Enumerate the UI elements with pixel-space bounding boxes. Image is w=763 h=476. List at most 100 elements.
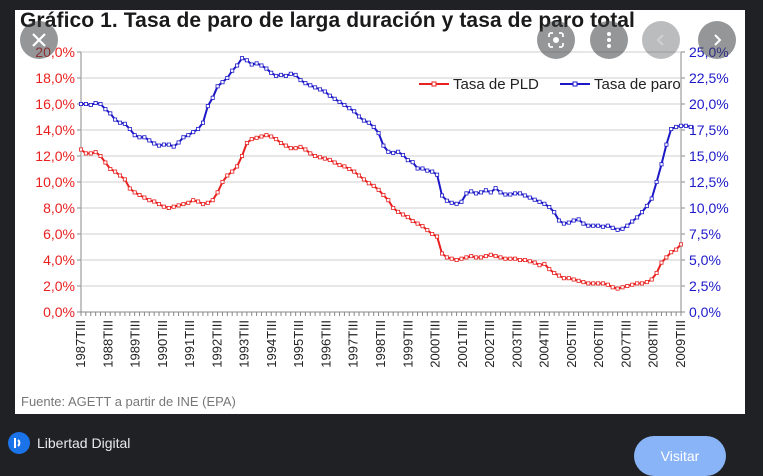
series-point — [576, 278, 581, 283]
series-point — [327, 157, 332, 162]
x-tick-label: 2008TIII — [646, 320, 661, 368]
series-point — [79, 102, 84, 107]
next-image-button[interactable] — [698, 21, 736, 59]
series-point — [293, 72, 298, 77]
previous-image-button[interactable] — [642, 21, 680, 59]
series-point — [400, 212, 405, 217]
series-point — [239, 153, 244, 158]
series-point — [571, 218, 576, 223]
google-lens-icon — [548, 32, 564, 48]
series-point — [474, 255, 479, 260]
series-point — [156, 143, 161, 148]
source-site-name[interactable]: Libertad Digital — [37, 435, 131, 451]
series-point — [625, 223, 630, 228]
series-point — [415, 221, 420, 226]
series-point — [352, 109, 357, 114]
series-point — [527, 195, 532, 200]
series-point — [278, 140, 283, 145]
series-point — [215, 84, 220, 89]
series-point — [200, 120, 205, 125]
series-point — [317, 87, 322, 92]
series-point — [347, 166, 352, 171]
series-point — [420, 166, 425, 171]
x-tick-label: 1995TIII — [291, 320, 306, 368]
x-tick-label: 2000TIII — [428, 320, 443, 368]
series-point — [274, 137, 279, 142]
series-point — [147, 138, 152, 143]
x-tick-label: 2006TIII — [591, 320, 606, 368]
source-footer: Libertad Digital Visitar — [0, 414, 763, 476]
series-point — [439, 193, 444, 198]
more-options-button[interactable] — [590, 21, 628, 59]
series-point — [235, 164, 240, 169]
series-point — [88, 103, 93, 108]
right-tick-label: 20,0% — [689, 96, 729, 112]
series-point — [547, 267, 552, 272]
series-point — [274, 73, 279, 78]
series-point — [303, 147, 308, 152]
series-point — [283, 143, 288, 148]
series-point — [127, 127, 132, 132]
series-point — [142, 195, 147, 200]
left-tick-label: 4,0% — [43, 252, 75, 268]
series-point — [571, 277, 576, 282]
series-point — [259, 63, 264, 68]
x-tick-label: 1993TIII — [237, 320, 252, 368]
series-point — [659, 162, 664, 167]
series-point — [391, 150, 396, 155]
chart-title: Gráfico 1. Tasa de paro de larga duració… — [20, 10, 635, 32]
series-point — [561, 276, 566, 281]
series-point — [630, 282, 635, 287]
series-point — [435, 172, 440, 177]
source-note: Fuente: AGETT a partir de INE (EPA) — [21, 394, 236, 409]
series-point — [356, 114, 361, 119]
series-point — [376, 187, 381, 192]
series-point — [669, 250, 674, 255]
series-point — [308, 151, 313, 156]
right-tick-label: 0,0% — [689, 304, 721, 320]
series-point — [191, 130, 196, 135]
series-point — [517, 257, 522, 262]
close-button[interactable] — [20, 21, 58, 59]
series-point — [635, 215, 640, 220]
series-point — [508, 256, 513, 261]
google-lens-button[interactable] — [537, 21, 575, 59]
x-tick-label: 1989TIII — [128, 320, 143, 368]
series-point — [113, 117, 118, 122]
series-point — [508, 192, 513, 197]
series-point — [605, 223, 610, 228]
logo-glyph-icon — [9, 433, 29, 453]
series-point — [586, 281, 591, 286]
series-point — [161, 204, 166, 209]
series-point — [620, 285, 625, 290]
series-point — [649, 277, 654, 282]
x-tick-label: 1990TIII — [155, 320, 170, 368]
left-tick-label: 10,0% — [35, 174, 75, 190]
series-point — [93, 150, 98, 155]
libertad-digital-logo-icon[interactable] — [8, 432, 30, 454]
visit-button[interactable]: Visitar — [634, 436, 726, 476]
chart-svg: 0,0% 2,0% 4,0% 6,0% 8,0% 10,0% 12,0% 14,0% 16,0%… — [35, 44, 729, 368]
series-point — [230, 169, 235, 174]
series-point — [303, 81, 308, 86]
x-tick-label: 1998TIII — [373, 320, 388, 368]
series-point — [191, 198, 196, 203]
series-point — [181, 202, 186, 207]
series-point — [118, 173, 123, 178]
series-point — [688, 124, 693, 129]
series-point — [244, 140, 249, 145]
series-point — [566, 220, 571, 225]
series-point — [132, 133, 137, 138]
series-point — [532, 260, 537, 265]
series-point — [327, 93, 332, 98]
series-point — [644, 203, 649, 208]
series-point — [610, 285, 615, 290]
series-point — [210, 95, 215, 100]
x-tick-label: 2009TIII — [673, 320, 688, 368]
x-tick-label: 1987TIII — [73, 320, 88, 368]
series-point — [620, 226, 625, 231]
x-tick-label: 2005TIII — [564, 320, 579, 368]
series-point — [654, 270, 659, 275]
series-point — [513, 191, 518, 196]
series-point — [259, 134, 264, 139]
